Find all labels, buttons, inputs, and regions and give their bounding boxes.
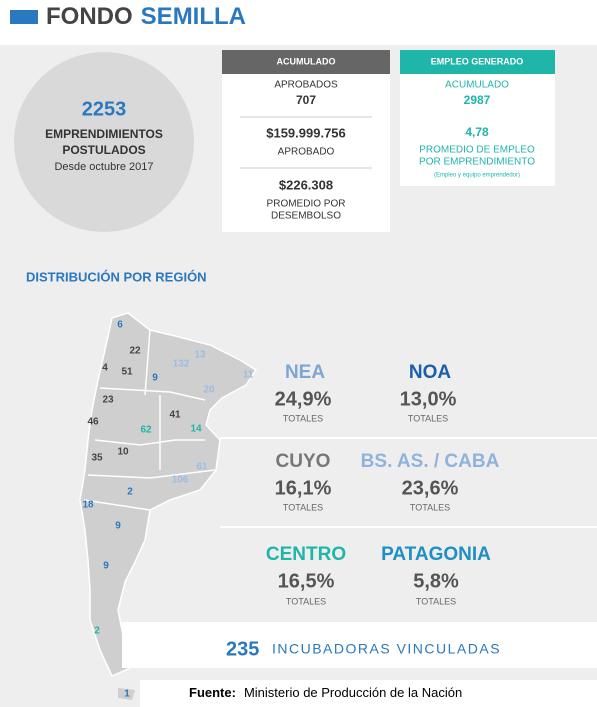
map-label: 9	[115, 521, 121, 532]
empleo-header: EMPLEO GENERADO	[431, 56, 524, 66]
map-label: 62	[140, 425, 152, 436]
map-label: 11	[243, 370, 254, 381]
header-band	[0, 0, 597, 45]
empleo-value: 2987	[464, 93, 491, 107]
region-value: 16,1%	[275, 477, 332, 499]
summary-value: 2253	[82, 98, 127, 120]
summary-circle	[14, 52, 194, 232]
map	[79, 312, 258, 677]
map-label: 46	[87, 417, 99, 428]
summary-label: POSTULADOS	[62, 143, 145, 157]
acumulado-header: ACUMULADO	[277, 56, 336, 66]
region-value: 5,8%	[413, 570, 459, 592]
acumulado-header-bg	[222, 50, 390, 74]
region-unit: TOTALES	[283, 413, 323, 423]
map-label: 9	[103, 561, 109, 572]
source-label: Fuente:	[189, 685, 236, 700]
map-island	[118, 688, 135, 700]
map-label: 2	[94, 626, 100, 637]
empleo-average-label: PROMEDIO DE EMPLEO	[419, 145, 535, 156]
map-label: 1	[124, 689, 130, 700]
region-name: BS. AS. / CABA	[361, 451, 500, 472]
map-label: 9	[152, 373, 158, 384]
map-label: 6	[117, 320, 123, 331]
empleo-label: ACUMULADO	[445, 80, 509, 91]
map-label: 2	[127, 487, 133, 498]
distribution-title: DISTRIBUCIÓN POR REGIÓN	[26, 269, 207, 284]
map-label: 106	[172, 475, 189, 486]
summary-note: Desde octubre 2017	[54, 161, 153, 173]
title: FONDO SEMILLA	[46, 3, 246, 30]
incubators-value: 235	[226, 638, 259, 660]
empleo-note: (Empleo y equipo emprendedor)	[434, 173, 520, 179]
header-bar	[10, 10, 38, 24]
map-borders	[83, 329, 216, 511]
map-label: 4	[102, 363, 108, 374]
incubators-band	[122, 622, 597, 668]
region-unit: TOTALES	[283, 502, 323, 512]
source: Fuente: Ministerio de Producción de la Na…	[189, 685, 462, 700]
map-label: 51	[121, 367, 133, 378]
item-label: DESEMBOLSO	[271, 211, 341, 222]
empleo-average: 4,78	[465, 125, 489, 139]
region-value: 24,9%	[275, 388, 332, 410]
map-label: 61	[196, 462, 208, 473]
acumulado-box	[222, 50, 390, 232]
map-label: 132	[173, 359, 190, 370]
item-label: APROBADO	[278, 147, 335, 158]
region-unit: TOTALES	[410, 502, 450, 512]
region-name: NEA	[285, 362, 325, 383]
item-label: APROBADOS	[274, 80, 338, 91]
map-label: 23	[102, 395, 114, 406]
item-value: 707	[296, 93, 316, 107]
map-label: 35	[91, 453, 103, 464]
map-label: 18	[82, 500, 94, 511]
region-unit: TOTALES	[416, 596, 456, 606]
source-band	[140, 680, 597, 707]
summary-label: EMPRENDIMIENTOS	[45, 127, 163, 141]
region-name: PATAGONIA	[381, 544, 491, 565]
region-value: 16,5%	[278, 570, 335, 592]
map-label: 20	[203, 385, 215, 396]
region-value: 23,6%	[402, 477, 459, 499]
item-value: $226.308	[279, 177, 333, 192]
incubators-label: INCUBADORAS VINCULADAS	[272, 641, 501, 657]
map-label: 22	[129, 346, 141, 357]
map-label: 14	[190, 424, 202, 435]
empleo-average-label: POR EMPRENDIMIENTO	[419, 157, 535, 168]
item-label: PROMEDIO POR	[267, 199, 346, 210]
region-name: CENTRO	[266, 544, 346, 565]
item-value: $159.999.756	[266, 125, 346, 140]
source-text: Ministerio de Producción de la Nación	[244, 685, 462, 700]
region-name: CUYO	[276, 451, 331, 472]
title-part: SEMILLA	[141, 3, 246, 30]
region-unit: TOTALES	[408, 413, 448, 423]
map-label: 13	[194, 350, 206, 361]
map-label: 10	[117, 447, 129, 458]
region-value: 13,0%	[400, 388, 457, 410]
title-part: FONDO	[46, 3, 133, 30]
region-unit: TOTALES	[286, 596, 326, 606]
region-name: NOA	[409, 362, 452, 383]
map-label: 41	[169, 410, 181, 421]
empleo-header-bg	[400, 50, 555, 74]
